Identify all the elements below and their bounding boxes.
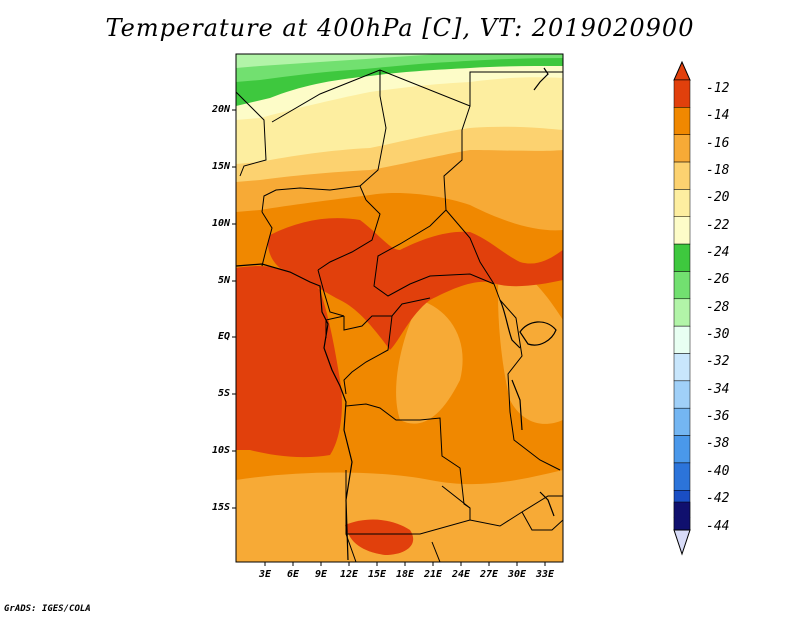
colorbar-cell [673, 107, 691, 135]
band-12-central [268, 218, 563, 350]
colorbar-cell [673, 271, 691, 300]
country-borders [236, 69, 563, 562]
lat-label-10s: 10S [211, 445, 230, 456]
colorbar-label: -22 [706, 218, 730, 233]
colorbar-label: -26 [706, 272, 730, 287]
colorbar-label: -14 [706, 108, 730, 123]
lon-label-18e: 18E [395, 569, 415, 580]
colorbar-label: -40 [706, 464, 730, 479]
colorbar-cell [673, 380, 691, 409]
colorbar-cell [673, 243, 691, 272]
grads-credit: GrADS: IGES/COLA [4, 604, 91, 614]
lon-label-30e: 30E [507, 569, 527, 580]
lon-label-12e: 12E [339, 569, 359, 580]
colorbar-cell [673, 189, 691, 217]
colorbar-label: -30 [706, 327, 730, 342]
lat-label-10n: 10N [211, 218, 230, 229]
colorbar-cell [673, 298, 691, 327]
lon-label-3e: 3E [258, 569, 272, 580]
map-frame [235, 53, 564, 563]
colorbar-label: -36 [706, 409, 730, 424]
colorbar-label: -32 [706, 354, 730, 369]
band-28 [236, 54, 440, 68]
lon-ticks [264, 562, 546, 566]
colorbar-cell [673, 435, 691, 464]
colorbar [673, 60, 691, 556]
colorbar-label: -12 [706, 81, 730, 96]
lat-label-15n: 15N [211, 161, 230, 172]
colorbar-label: -28 [706, 300, 730, 315]
lat-label-eq: EQ [217, 331, 230, 342]
colorbar-label: -20 [706, 190, 730, 205]
lat-label-5n: 5N [217, 275, 230, 286]
colorbar-cell [673, 501, 691, 531]
colorbar-label: -16 [706, 136, 730, 151]
lat-label-5s: 5S [217, 388, 230, 399]
colorbar-cell [673, 353, 691, 382]
band-16-east [396, 300, 463, 424]
colorbar-label: -24 [706, 245, 730, 260]
lon-label-9e: 9E [314, 569, 328, 580]
colorbar-cell [673, 462, 691, 491]
lat-ticks [232, 109, 236, 509]
colorbar-cell [673, 134, 691, 163]
colorbar-cell [673, 79, 691, 108]
lon-label-24e: 24E [451, 569, 471, 580]
lon-label-15e: 15E [367, 569, 387, 580]
band-12-west [236, 266, 342, 458]
colorbar-label: -38 [706, 436, 730, 451]
lon-label-21e: 21E [423, 569, 443, 580]
colorbar-bottom-arrow [673, 529, 691, 556]
band-16-east2 [498, 260, 563, 424]
colorbar-cell [673, 161, 691, 190]
colorbar-label: -34 [706, 382, 730, 397]
temperature-field [236, 54, 563, 562]
colorbar-cell [673, 407, 691, 436]
map-title: Temperature at 400hPa [C], VT: 201902090… [105, 14, 695, 42]
colorbar-cell [673, 325, 691, 354]
lat-label-20n: 20N [211, 104, 230, 115]
colorbar-cell [673, 216, 691, 245]
coastline [236, 67, 557, 561]
colorbar-top-arrow [673, 60, 691, 81]
lat-label-15s: 15S [211, 502, 230, 513]
lon-label-6e: 6E [286, 569, 300, 580]
lon-label-27e: 27E [479, 569, 499, 580]
colorbar-label: -44 [706, 519, 730, 534]
band-12-south [345, 519, 414, 555]
colorbar-label: -18 [706, 163, 730, 178]
band-16-south [236, 470, 563, 562]
lon-label-33e: 33E [535, 569, 555, 580]
colorbar-label: -42 [706, 491, 730, 506]
